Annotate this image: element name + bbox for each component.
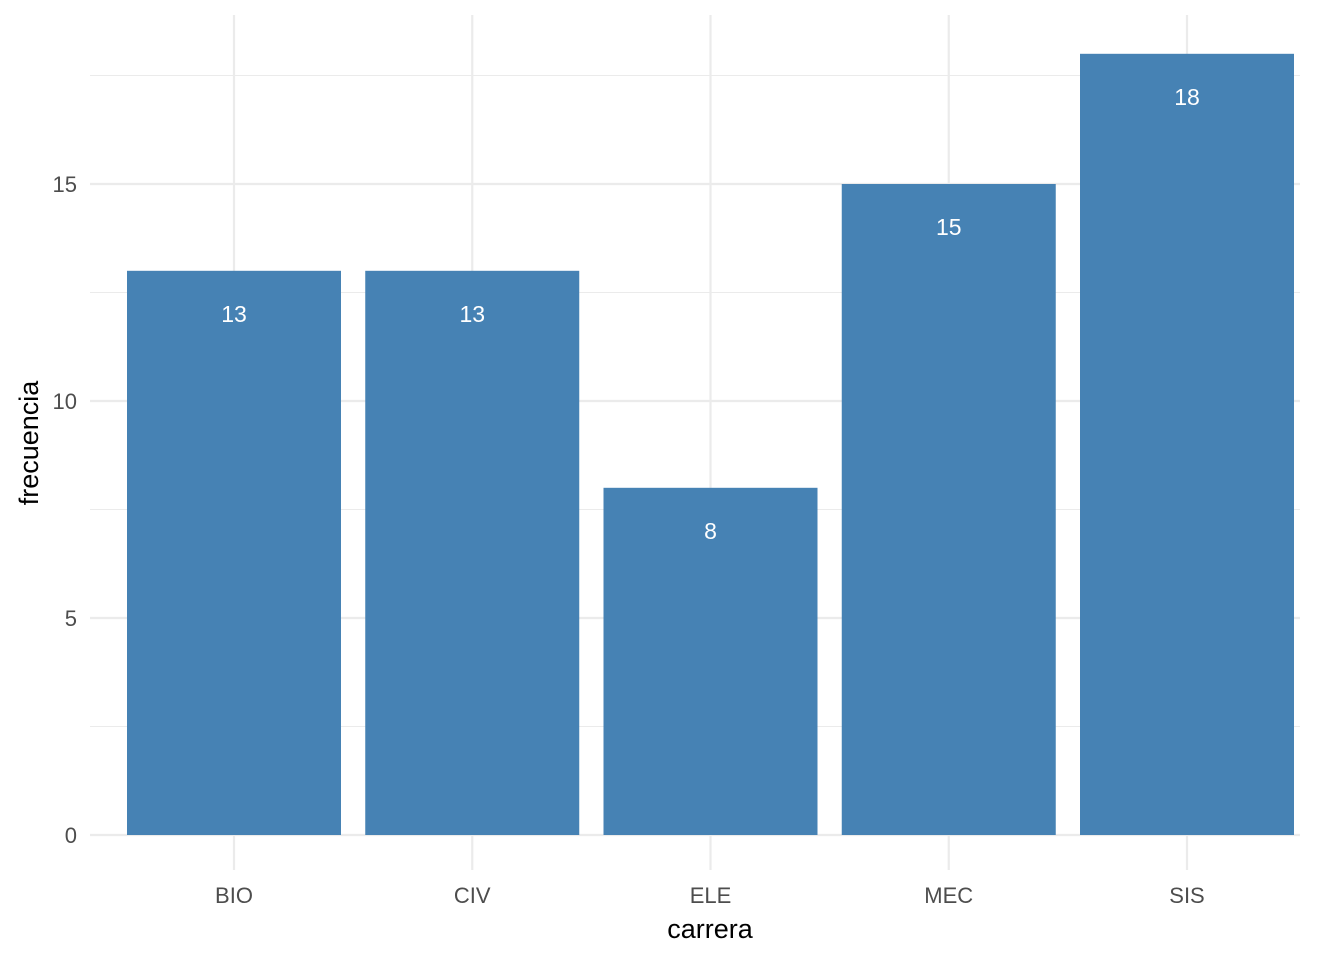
bar-civ [365,270,580,835]
bars [127,53,1294,836]
x-tick-label: MEC [924,883,973,908]
x-axis-title: carrera [667,914,754,944]
bar-data-labels: 13 13 8 15 18 [221,84,1200,544]
bar-ele [603,487,818,835]
y-axis-title: frecuencia [14,380,44,506]
bar-sis [1080,53,1294,836]
bar-value-label: 13 [221,301,247,327]
bar-value-label: 15 [936,214,962,240]
y-tick-label: 15 [53,172,77,197]
y-tick-label: 10 [53,389,77,414]
x-tick-label: ELE [690,883,732,908]
y-tick-label: 0 [65,823,77,848]
bar-mec [841,184,1056,835]
bar-bio [127,270,341,835]
x-tick-label: CIV [454,883,491,908]
bar-value-label: 8 [704,518,717,544]
bar-value-label: 13 [459,301,485,327]
y-axis-ticks: 0 5 10 15 [53,172,77,848]
y-tick-label: 5 [65,606,77,631]
x-tick-label: SIS [1169,883,1204,908]
x-tick-label: BIO [215,883,253,908]
x-axis-ticks: BIO CIV ELE MEC SIS [215,883,1205,908]
bar-value-label: 18 [1174,84,1200,110]
